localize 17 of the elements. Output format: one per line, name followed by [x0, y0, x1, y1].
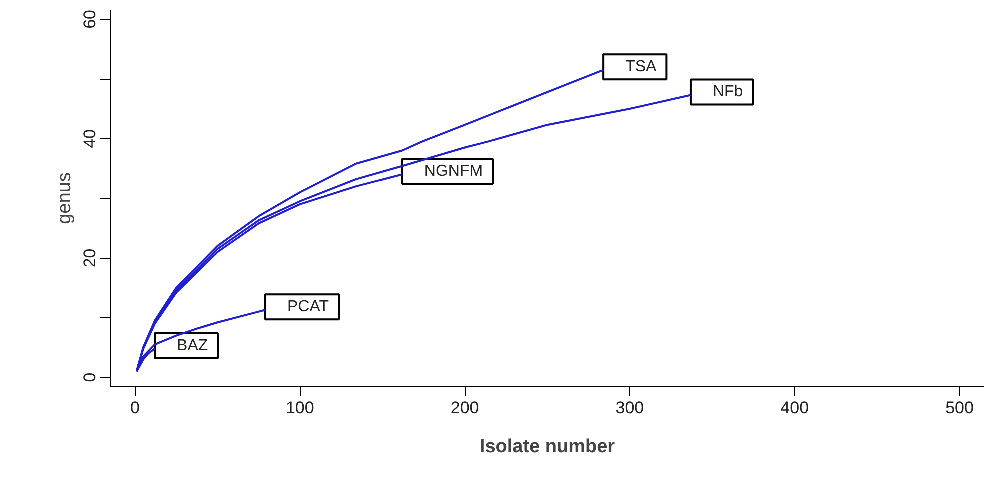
series-label: NGNFM	[424, 163, 484, 180]
series-label: NFb	[712, 84, 744, 101]
series-label: TSA	[626, 58, 658, 76]
y-tick-label: 20	[80, 248, 100, 268]
x-tick-label: 100	[286, 398, 314, 418]
x-tick-label: 200	[450, 398, 480, 418]
y-tick-label: 0	[80, 372, 100, 382]
x-axis-title: Isolate number	[480, 436, 616, 458]
x-tick-label: 300	[616, 398, 644, 418]
x-tick-label: 400	[780, 398, 810, 418]
x-tick-label: 0	[130, 398, 140, 418]
series-label: BAZ	[177, 337, 208, 354]
series-label: PCAT	[288, 298, 330, 316]
y-tick-label: 60	[80, 10, 100, 29]
y-axis-title: genus	[54, 172, 76, 224]
x-tick-label: 500	[946, 398, 974, 418]
y-tick-label: 40	[80, 129, 100, 148]
